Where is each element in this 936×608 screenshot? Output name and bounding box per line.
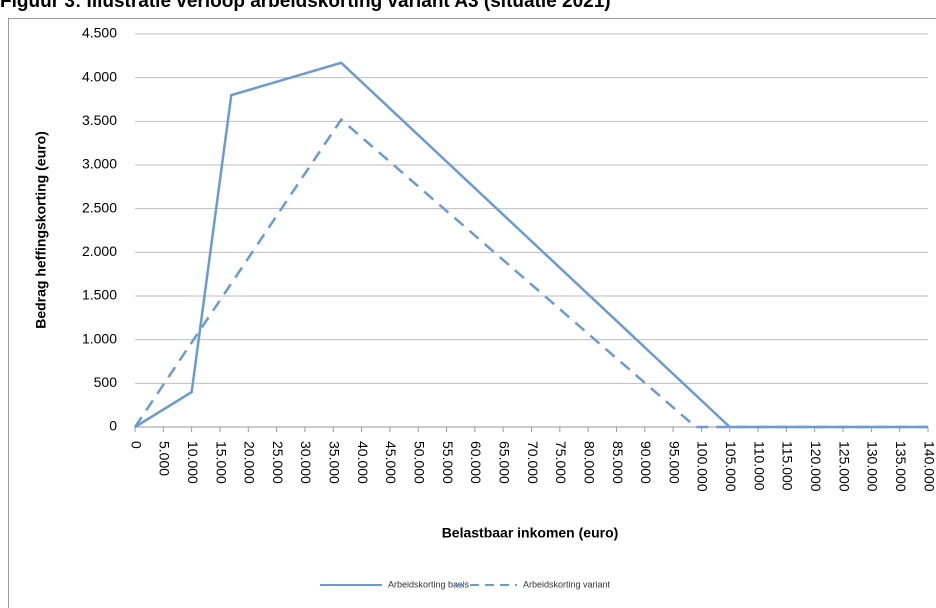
data-line	[134, 61, 928, 429]
x-axis-title: Belastbaar inkomen (euro)	[442, 525, 619, 541]
x-tick-label: 35.000	[327, 441, 343, 484]
x-tick-label: 75.000	[553, 441, 569, 484]
x-tick-label: 95.000	[666, 441, 682, 484]
x-tick-label: 40.000	[355, 441, 371, 484]
x-tick-label: 110.000	[751, 441, 767, 491]
x-tick-label: 20.000	[242, 441, 258, 484]
x-tick-label: 30.000	[298, 441, 314, 484]
x-tick-label: 10.000	[185, 441, 201, 484]
x-tick-label: 100.000	[695, 441, 711, 492]
x-tick-label: 25.000	[270, 441, 286, 484]
y-tick-label: 500	[94, 374, 118, 390]
legend-label: Arbeidskorting variant	[523, 579, 611, 589]
x-tick-label: 50.000	[412, 441, 428, 484]
x-tick-label: 85.000	[610, 441, 626, 484]
y-tick-label: 3.500	[82, 112, 117, 128]
x-tick-label: 55.000	[440, 441, 456, 484]
x-tick-label: 45.000	[383, 441, 399, 484]
y-tick-label: 2.000	[82, 243, 117, 259]
legend-label: Arbeidskorting basis	[388, 579, 470, 589]
x-tick-label: 115.000	[780, 441, 796, 491]
x-tick-label: 135.000	[893, 441, 909, 492]
x-tick-label: 130.000	[865, 441, 881, 492]
chart-title: Figuur 3: Illustratie verloop arbeidskor…	[0, 0, 611, 12]
y-tick-label: 4.500	[82, 25, 117, 41]
chart-border	[8, 18, 936, 608]
y-tick-label: 3.000	[82, 156, 117, 172]
y-tick-label: 2.500	[82, 199, 117, 215]
x-tick-label: 140.000	[921, 441, 936, 492]
x-tick-label: 5.000	[157, 441, 173, 476]
x-tick-label: 60.000	[468, 441, 484, 484]
x-tick-label: 15.000	[213, 441, 229, 484]
x-tick-label: 125.000	[836, 441, 852, 492]
x-tick-label: 90.000	[638, 441, 654, 484]
y-tick-label: 1.000	[82, 330, 117, 346]
x-tick-label: 120.000	[808, 441, 824, 492]
x-tick-label: 0	[128, 441, 144, 449]
y-axis-title: Bedrag heffingskorting (euro)	[33, 131, 49, 329]
x-tick-label: 70.000	[525, 441, 541, 484]
x-tick-label: 105.000	[723, 441, 739, 492]
y-tick-label: 0	[109, 418, 117, 434]
y-tick-label: 1.500	[82, 287, 117, 303]
y-tick-label: 4.000	[82, 68, 117, 84]
data-line	[133, 117, 928, 429]
x-tick-label: 80.000	[581, 441, 597, 484]
x-tick-label: 65.000	[496, 441, 512, 484]
